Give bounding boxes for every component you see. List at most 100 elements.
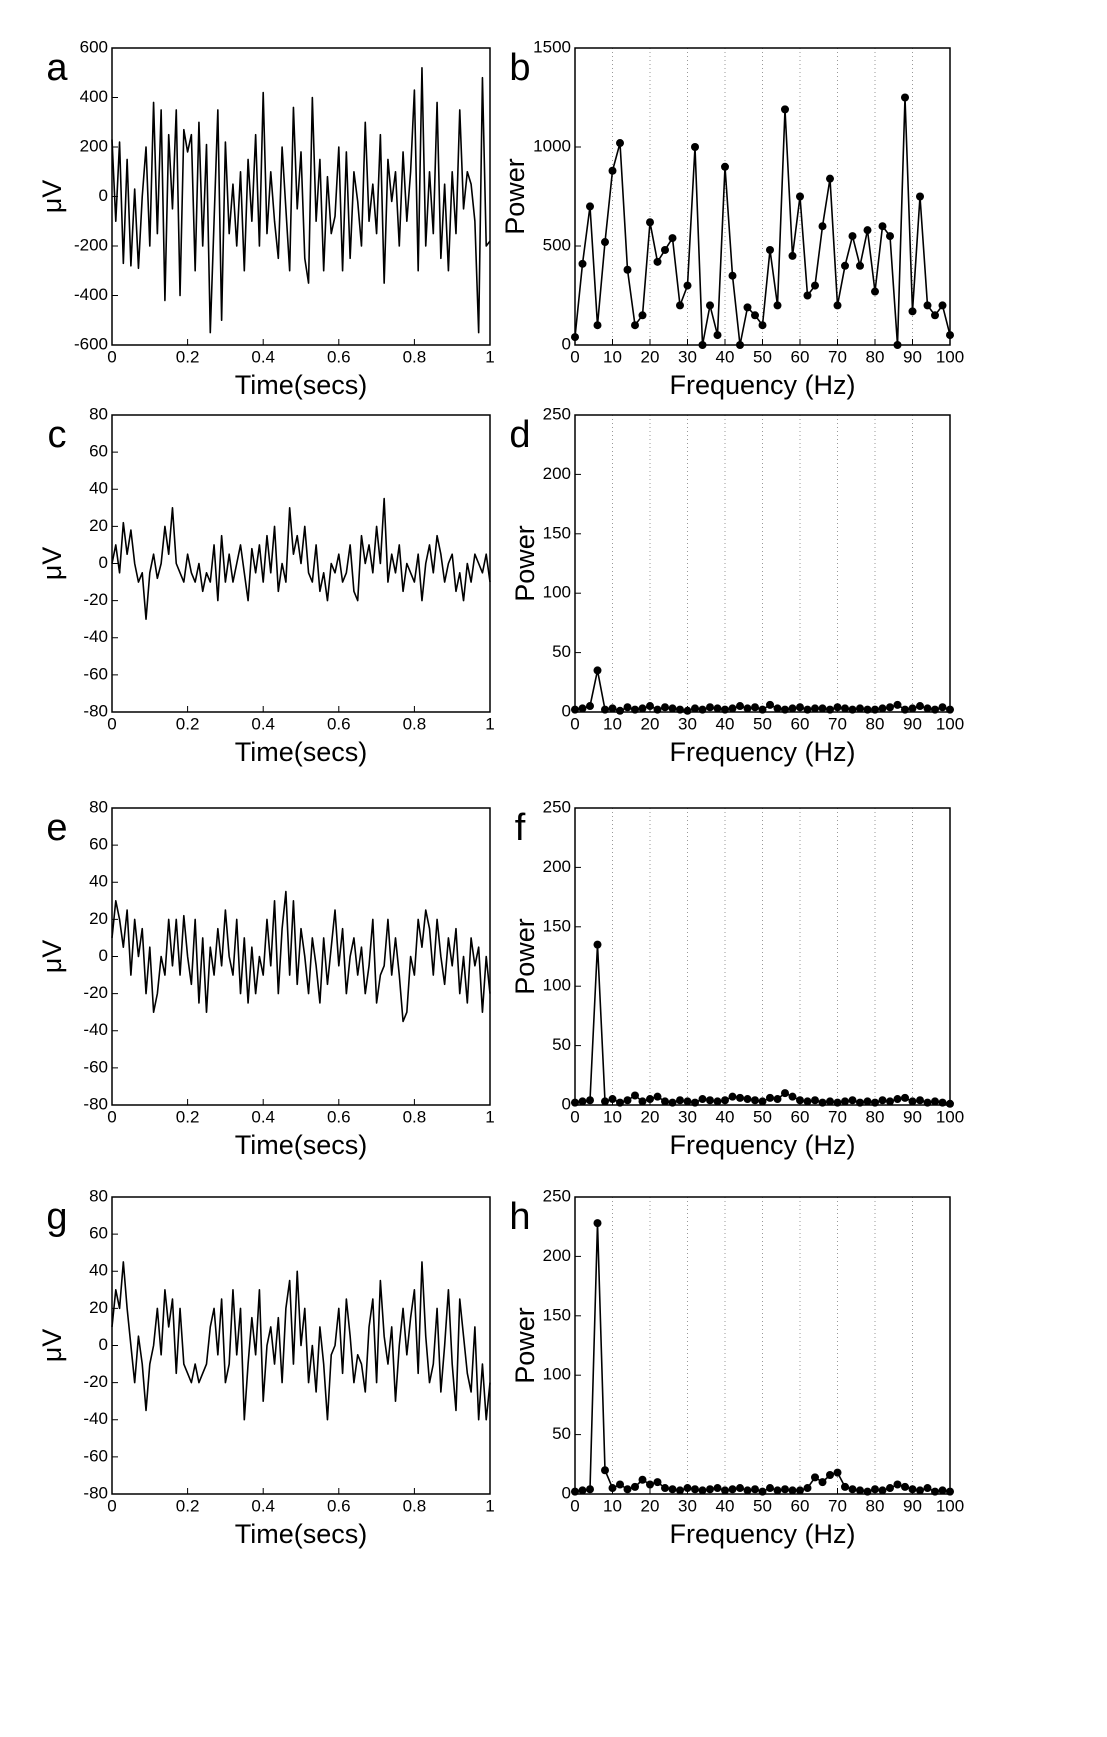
- data-point: [788, 1092, 797, 1101]
- data-point: [773, 1095, 782, 1104]
- data-point: [698, 1486, 707, 1495]
- data-point: [653, 257, 662, 266]
- data-point: [586, 702, 594, 711]
- y-axis-label: μV: [37, 180, 67, 214]
- y-axis-label: Power: [510, 525, 540, 602]
- panel-label: g: [46, 1196, 67, 1238]
- data-point: [818, 222, 827, 231]
- data-point: [781, 1485, 789, 1494]
- series-line: [574, 96, 951, 346]
- data-point: [728, 1485, 737, 1494]
- x-tick-label: 1: [485, 1107, 494, 1126]
- data-point: [668, 234, 677, 243]
- y-tick-label: -60: [83, 664, 108, 683]
- data-point: [691, 704, 699, 713]
- data-point: [593, 940, 602, 949]
- data-point: [706, 1096, 714, 1105]
- data-point: [683, 1097, 692, 1106]
- data-point: [908, 1097, 917, 1106]
- data-point: [638, 1097, 647, 1106]
- data-point: [893, 1480, 902, 1489]
- y-tick-label: 0: [562, 701, 571, 720]
- data-point: [758, 321, 767, 330]
- data-point: [661, 1484, 669, 1493]
- y-tick-label: 60: [89, 1224, 108, 1243]
- data-point: [608, 1095, 617, 1104]
- data-point: [661, 1097, 669, 1106]
- y-tick-label: 80: [89, 797, 108, 816]
- y-tick-label: 40: [89, 1261, 108, 1280]
- data-point: [698, 1095, 707, 1104]
- y-tick-label: -80: [83, 1094, 108, 1113]
- y-tick-label: -80: [83, 701, 108, 720]
- data-point: [938, 703, 947, 712]
- x-tick-label: 80: [866, 347, 885, 366]
- y-tick-label: 1500: [533, 37, 571, 56]
- x-tick-label: 20: [641, 1496, 660, 1515]
- data-point: [676, 301, 684, 310]
- x-tick-label: 0.2: [176, 1107, 200, 1126]
- x-tick-label: 60: [791, 1107, 810, 1126]
- series-line: [111, 890, 491, 1023]
- data-point: [908, 307, 917, 316]
- x-tick-label: 40: [716, 714, 735, 733]
- data-point: [676, 1486, 684, 1495]
- x-tick-label: 100: [936, 1496, 964, 1515]
- y-tick-label: -600: [74, 334, 108, 353]
- y-tick-label: 50: [552, 1035, 571, 1054]
- data-point: [773, 301, 782, 310]
- y-tick-label: 100: [543, 1365, 571, 1384]
- y-axis-label: Power: [500, 158, 530, 235]
- data-point: [683, 281, 692, 290]
- data-point: [601, 1097, 609, 1106]
- data-point: [721, 1096, 729, 1105]
- x-tick-label: 0.4: [251, 714, 275, 733]
- data-point: [586, 1096, 594, 1105]
- data-point: [766, 245, 774, 254]
- y-tick-label: 0: [562, 1483, 571, 1502]
- data-point: [841, 1097, 849, 1106]
- data-point: [908, 1485, 917, 1494]
- x-tick-label: 0.8: [403, 347, 427, 366]
- data-point: [878, 1096, 887, 1105]
- data-point: [848, 1096, 857, 1105]
- data-point: [916, 1096, 924, 1105]
- x-axis-label: Time(secs): [235, 737, 368, 767]
- plot-frame: [574, 1196, 951, 1495]
- y-tick-label: -60: [83, 1057, 108, 1076]
- x-tick-label: 50: [753, 347, 772, 366]
- data-point: [826, 174, 834, 183]
- data-point: [578, 1097, 587, 1106]
- y-tick-label: 20: [89, 909, 108, 928]
- x-tick-label: 0.6: [327, 347, 351, 366]
- data-point: [878, 1486, 887, 1495]
- data-point: [616, 139, 624, 148]
- data-point: [751, 703, 759, 712]
- x-tick-label: 10: [603, 347, 622, 366]
- y-tick-label: -60: [83, 1446, 108, 1465]
- data-point: [841, 1482, 849, 1491]
- data-point: [593, 666, 602, 675]
- y-tick-label: 400: [80, 87, 108, 106]
- data-point: [871, 287, 879, 296]
- data-point: [923, 704, 932, 713]
- data-point: [646, 218, 654, 227]
- x-tick-label: 40: [716, 347, 735, 366]
- x-tick-label: 70: [828, 714, 847, 733]
- panel-label: h: [509, 1196, 530, 1238]
- data-point: [743, 303, 752, 312]
- y-axis-label: Power: [510, 918, 540, 995]
- y-tick-label: 50: [552, 1424, 571, 1443]
- plot-frame: [111, 47, 491, 346]
- data-point: [811, 1473, 819, 1482]
- data-point: [646, 1480, 654, 1489]
- x-tick-label: 90: [903, 714, 922, 733]
- data-point: [623, 1096, 632, 1105]
- plot-frame: [111, 807, 491, 1106]
- data-point: [878, 222, 887, 231]
- data-point: [728, 271, 737, 280]
- data-point: [833, 301, 842, 310]
- data-point: [743, 1486, 752, 1495]
- data-point: [886, 232, 894, 241]
